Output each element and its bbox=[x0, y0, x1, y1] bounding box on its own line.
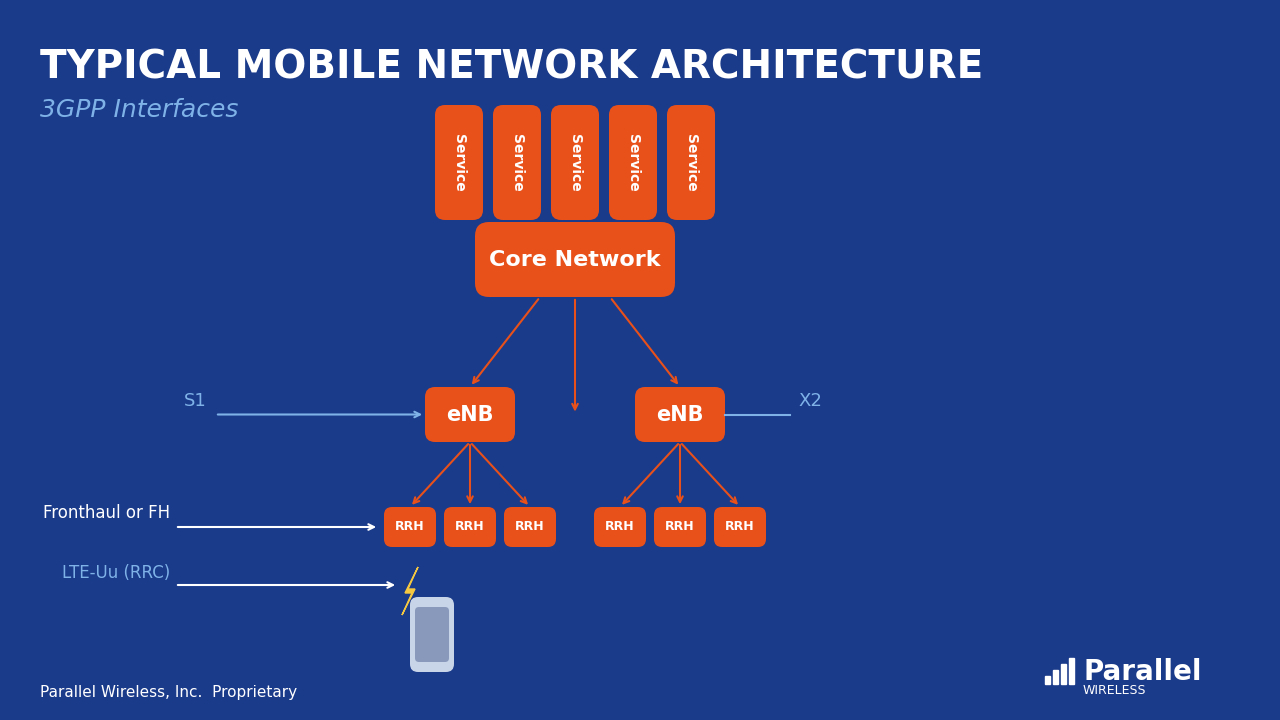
FancyBboxPatch shape bbox=[475, 222, 675, 297]
Text: Service: Service bbox=[568, 134, 582, 192]
Text: Service: Service bbox=[452, 134, 466, 192]
FancyBboxPatch shape bbox=[550, 105, 599, 220]
Text: RRH: RRH bbox=[666, 521, 695, 534]
Bar bbox=[1069, 658, 1074, 684]
Text: Service: Service bbox=[509, 134, 524, 192]
FancyBboxPatch shape bbox=[425, 387, 515, 442]
Text: Service: Service bbox=[684, 134, 698, 192]
FancyBboxPatch shape bbox=[504, 507, 556, 547]
Text: RRH: RRH bbox=[396, 521, 425, 534]
FancyBboxPatch shape bbox=[654, 507, 707, 547]
Bar bbox=[1061, 664, 1066, 684]
FancyBboxPatch shape bbox=[667, 105, 716, 220]
Text: eNB: eNB bbox=[657, 405, 704, 425]
FancyBboxPatch shape bbox=[594, 507, 646, 547]
Text: RRH: RRH bbox=[456, 521, 485, 534]
Polygon shape bbox=[402, 567, 419, 615]
Text: S1: S1 bbox=[184, 392, 207, 410]
Text: Parallel: Parallel bbox=[1083, 658, 1202, 686]
FancyBboxPatch shape bbox=[384, 507, 436, 547]
Bar bbox=[1053, 670, 1059, 684]
Text: Fronthaul or FH: Fronthaul or FH bbox=[42, 504, 170, 522]
FancyBboxPatch shape bbox=[410, 597, 454, 672]
FancyBboxPatch shape bbox=[435, 105, 483, 220]
Text: eNB: eNB bbox=[447, 405, 494, 425]
Text: RRH: RRH bbox=[605, 521, 635, 534]
Bar bbox=[1044, 676, 1050, 684]
Text: RRH: RRH bbox=[726, 521, 755, 534]
Text: Core Network: Core Network bbox=[489, 250, 660, 269]
Text: RRH: RRH bbox=[515, 521, 545, 534]
FancyBboxPatch shape bbox=[493, 105, 541, 220]
FancyBboxPatch shape bbox=[609, 105, 657, 220]
Text: 3GPP Interfaces: 3GPP Interfaces bbox=[40, 98, 238, 122]
FancyBboxPatch shape bbox=[444, 507, 497, 547]
FancyBboxPatch shape bbox=[415, 607, 449, 662]
FancyBboxPatch shape bbox=[635, 387, 724, 442]
Text: TYPICAL MOBILE NETWORK ARCHITECTURE: TYPICAL MOBILE NETWORK ARCHITECTURE bbox=[40, 48, 983, 86]
Text: WIRELESS: WIRELESS bbox=[1083, 684, 1147, 697]
Text: Parallel Wireless, Inc.  Proprietary: Parallel Wireless, Inc. Proprietary bbox=[40, 685, 297, 700]
Text: Service: Service bbox=[626, 134, 640, 192]
FancyBboxPatch shape bbox=[714, 507, 765, 547]
Text: X2: X2 bbox=[797, 392, 822, 410]
Text: LTE-Uu (RRC): LTE-Uu (RRC) bbox=[61, 564, 170, 582]
